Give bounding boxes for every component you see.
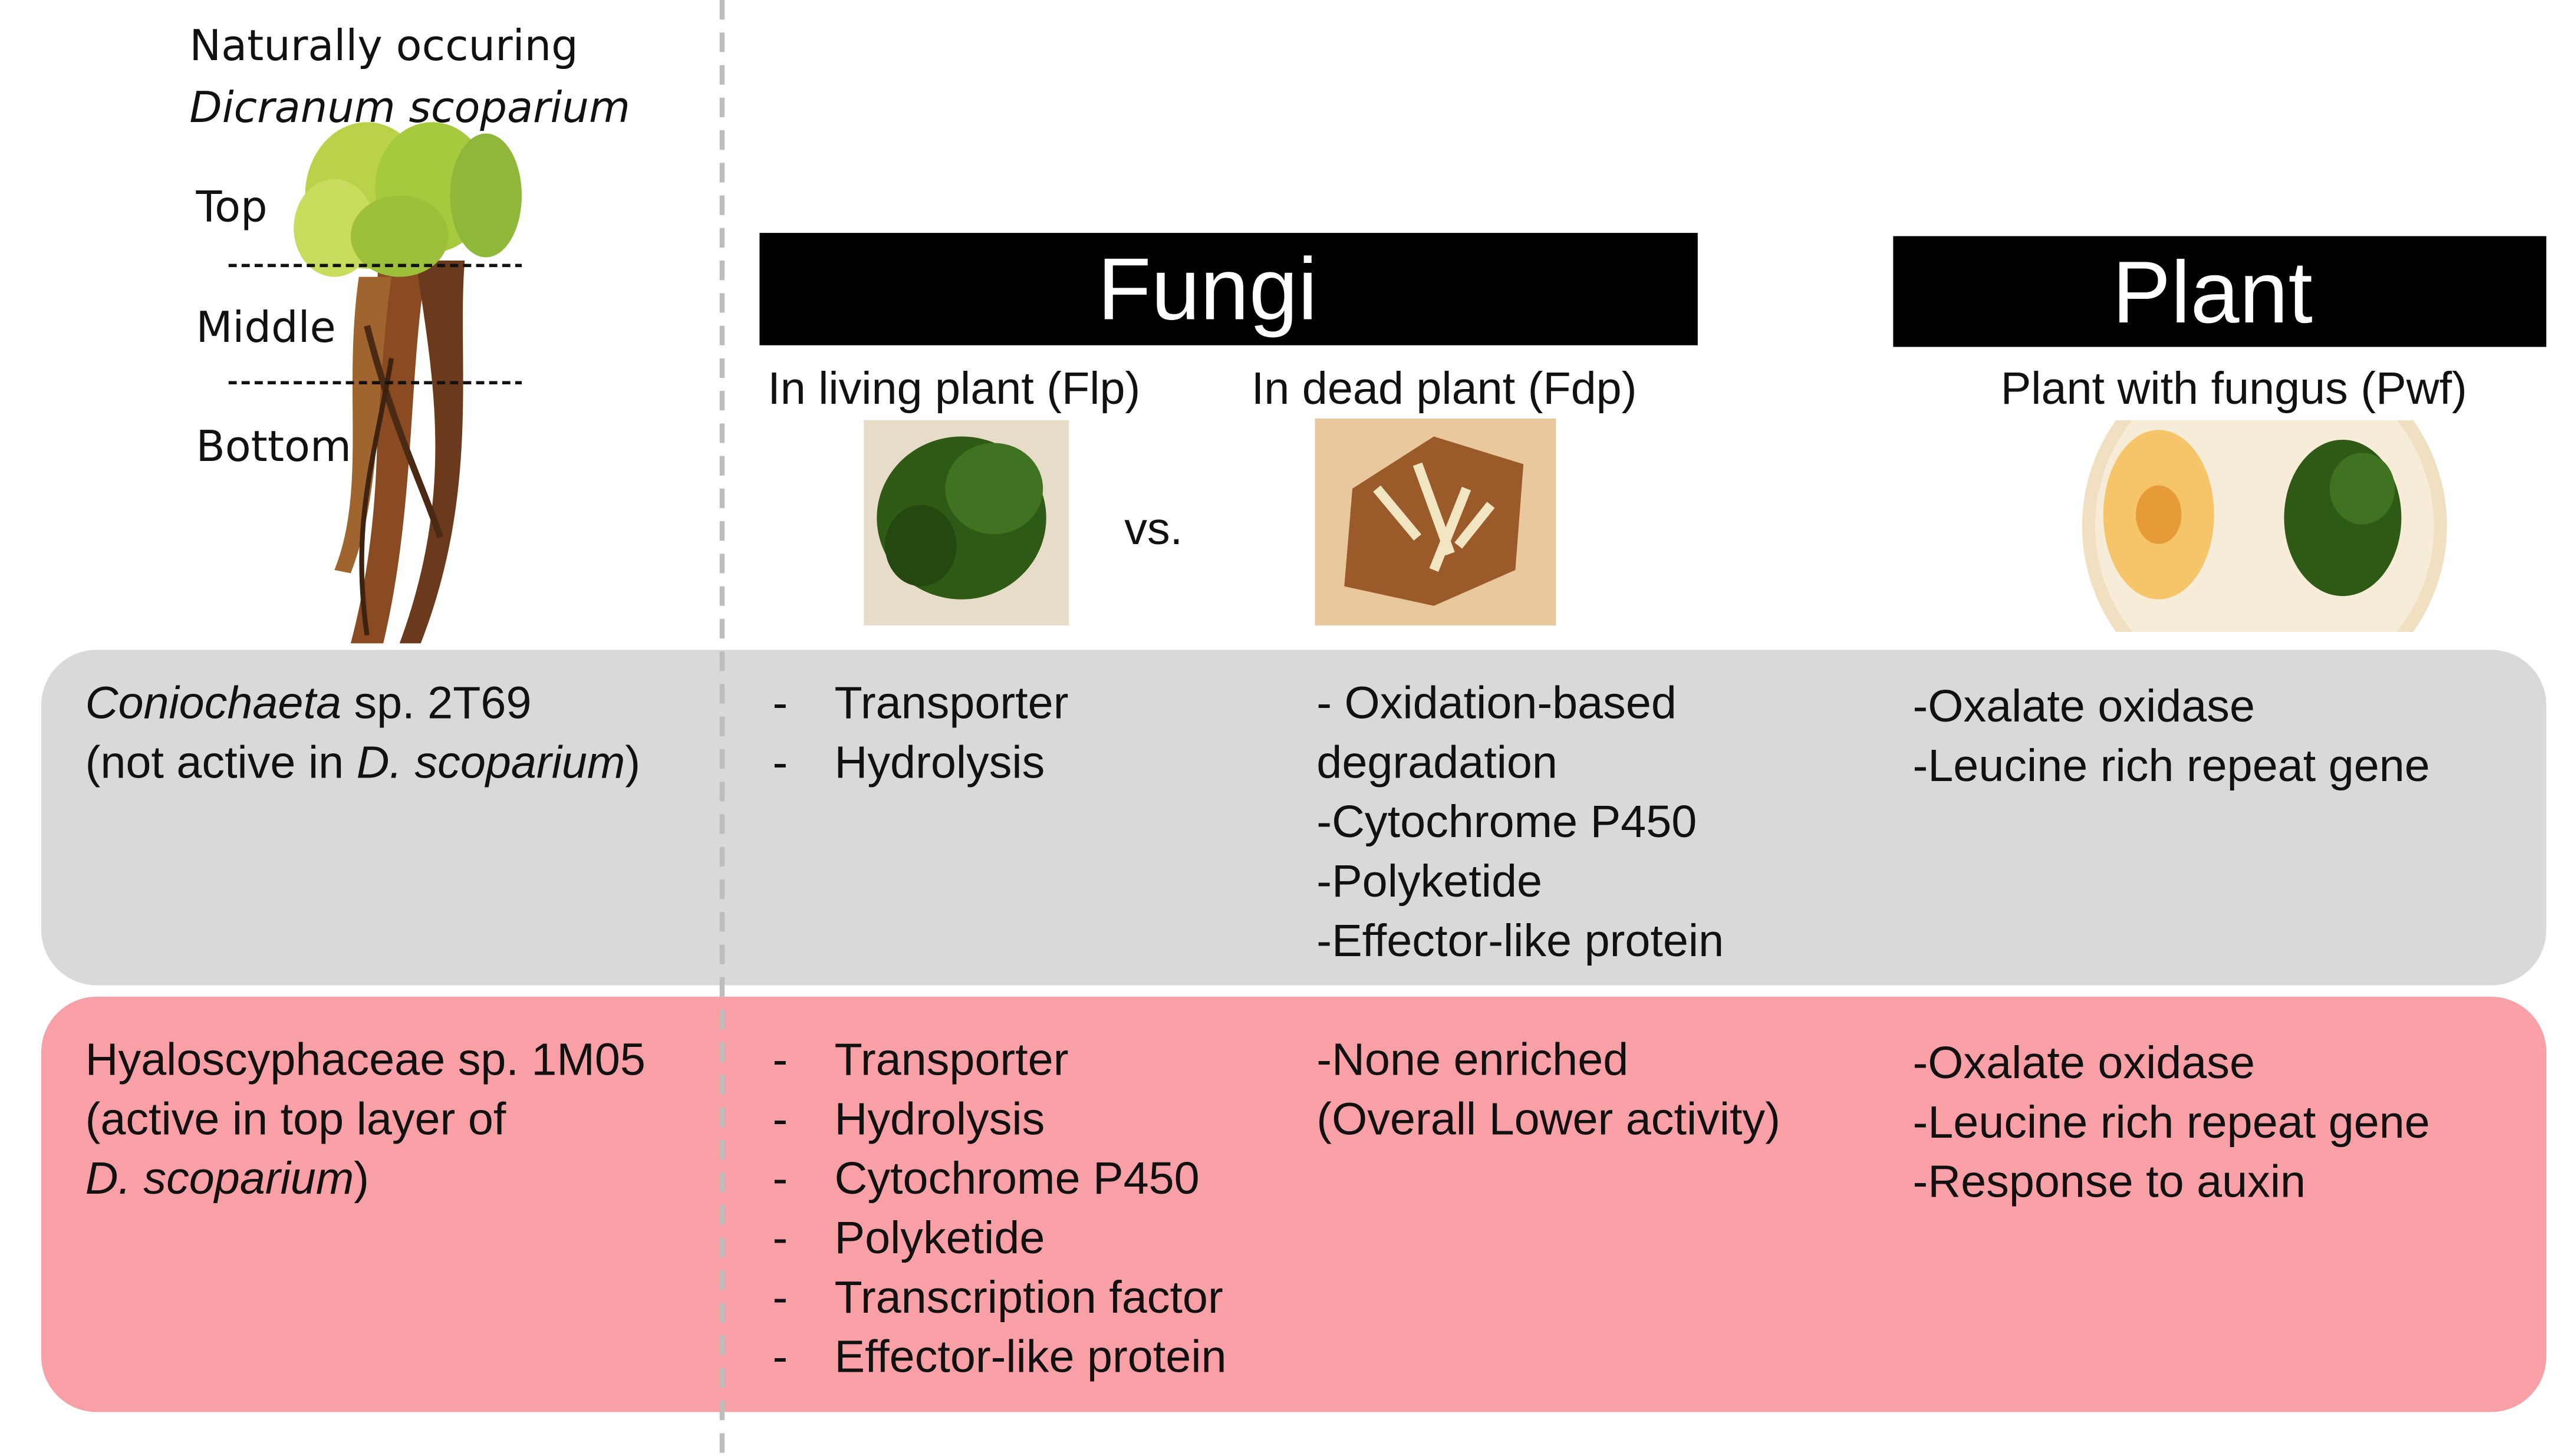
name-segment: (active in top layer of — [85, 1093, 506, 1144]
photo-living-plant — [864, 420, 1069, 625]
condition-label: In dead plant (Fdp) — [1252, 363, 1637, 414]
pwf-item: -Leucine rich repeat gene — [1913, 740, 2430, 791]
row-name: Hyaloscyphaceae sp. 1M05 — [85, 1034, 646, 1085]
flp-item: Transporter — [835, 677, 1069, 728]
fdp-item: -Effector-like protein — [1316, 915, 1724, 966]
photo-plate — [2082, 420, 2447, 632]
fdp-item: -None enriched — [1316, 1034, 1628, 1085]
flp-item: Cytochrome P450 — [835, 1153, 1200, 1204]
name-segment: Hyaloscyphaceae sp. 1M05 — [85, 1034, 646, 1085]
fdp-item: degradation — [1316, 737, 1558, 788]
name-segment: Coniochaeta — [85, 677, 341, 728]
bullet: - — [773, 1332, 788, 1382]
pwf-item: -Oxalate oxidase — [1913, 1037, 2256, 1088]
rows: Coniochaeta sp. 2T69 (not active in D. sc… — [85, 677, 2430, 1382]
name-segment: sp. 2T69 — [341, 677, 532, 728]
bullet: - — [773, 1034, 788, 1085]
name-segment: D. scoparium — [357, 737, 625, 788]
row-name: Coniochaeta sp. 2T69 — [85, 677, 532, 728]
header-species: Dicranum scoparium — [189, 83, 630, 132]
layer-label: Bottom — [196, 421, 351, 471]
row-name: (not active in D. scoparium) — [85, 737, 641, 788]
name-segment: ) — [625, 737, 640, 788]
moss-illustration — [294, 122, 522, 644]
bullet: - — [773, 1213, 788, 1263]
pwf-item: -Oxalate oxidase — [1913, 681, 2256, 732]
bullet: - — [773, 1153, 788, 1204]
fdp-item: - Oxidation-based — [1316, 677, 1677, 728]
bullet: - — [773, 1093, 788, 1144]
flp-item: Hydrolysis — [835, 737, 1045, 788]
row-background — [41, 650, 2547, 986]
pwf-item: -Leucine rich repeat gene — [1913, 1097, 2430, 1148]
condition-label: Plant with fungus (Pwf) — [2001, 363, 2467, 414]
group-title: Plant — [2112, 243, 2313, 341]
fdp-item: -Cytochrome P450 — [1316, 796, 1697, 847]
name-segment: D. scoparium — [85, 1153, 354, 1204]
flp-item: Transporter — [835, 1034, 1069, 1085]
flp-item: Polyketide — [835, 1213, 1045, 1263]
header-line: Naturally occuring — [189, 21, 578, 70]
header-bar — [1893, 236, 2547, 347]
bullet: - — [773, 1272, 788, 1323]
versus: vs. — [1124, 503, 1183, 554]
header-bar — [759, 233, 1698, 345]
row-name: (active in top layer of — [85, 1093, 506, 1144]
group-title: Fungi — [1098, 240, 1318, 338]
flp-item: Transcription factor — [835, 1272, 1223, 1323]
name-segment: ) — [354, 1153, 369, 1204]
layer-label: Middle — [196, 302, 335, 352]
photo-dead-plant — [1315, 419, 1556, 625]
fdp-item: (Overall Lower activity) — [1316, 1093, 1780, 1144]
bullet: - — [773, 737, 788, 788]
condition-label: In living plant (Flp) — [768, 363, 1140, 414]
fdp-item: -Polyketide — [1316, 856, 1542, 907]
name-segment: (not active in — [85, 737, 357, 788]
row-background — [41, 996, 2547, 1412]
row-name: D. scoparium) — [85, 1153, 369, 1204]
layer-label: Top — [195, 182, 267, 232]
flp-item: Hydrolysis — [835, 1093, 1045, 1144]
flp-item: Effector-like protein — [835, 1332, 1227, 1382]
pwf-item: -Response to auxin — [1913, 1157, 2306, 1207]
bullet: - — [773, 677, 788, 728]
